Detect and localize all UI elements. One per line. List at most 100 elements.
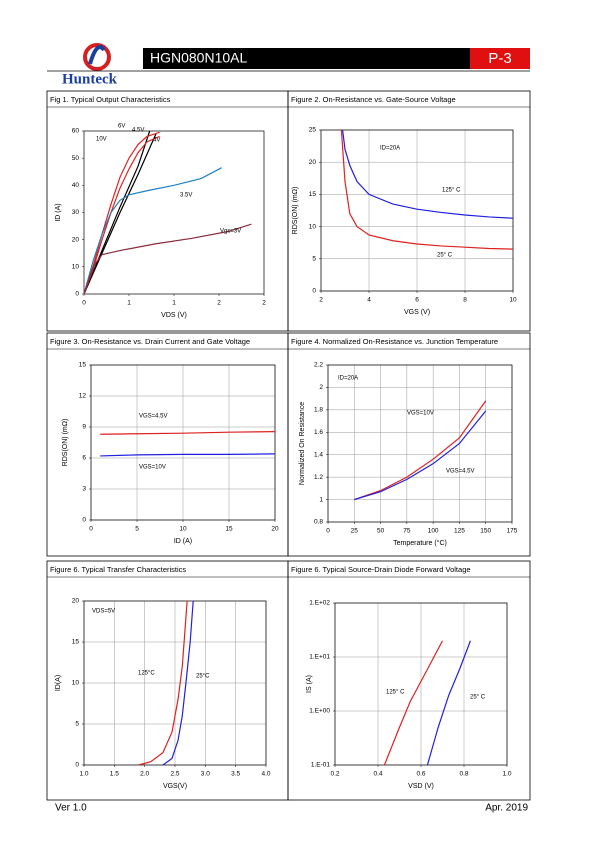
curve-label: 10V xyxy=(96,137,107,143)
x-tick-label: 25 xyxy=(351,528,359,535)
date: Apr. 2019 xyxy=(485,803,528,814)
y-tick-label: 1.2 xyxy=(314,474,323,481)
plot-frame xyxy=(83,130,265,295)
figure-title: Fig 1. Typical Output Characteristics xyxy=(50,95,171,104)
x-tick-label: 0.2 xyxy=(330,771,339,778)
y-tick-label: 2 xyxy=(319,384,323,391)
y-tick-label: 20 xyxy=(309,159,317,166)
y-tick-label: 30 xyxy=(72,209,80,216)
y-tick-label: 1.4 xyxy=(314,451,323,458)
logo-text: Hunteck xyxy=(62,71,118,87)
y-tick-label: 1.E-01 xyxy=(311,762,331,769)
curve-label: VGS=10V xyxy=(407,411,434,417)
panel xyxy=(287,332,531,557)
curve xyxy=(138,600,188,766)
x-tick-label: 0.6 xyxy=(416,771,425,778)
x-tick-label: 125 xyxy=(454,528,465,535)
x-axis-label: VGS (V) xyxy=(404,309,430,316)
x-tick-label: 150 xyxy=(480,528,491,535)
y-tick-label: 20 xyxy=(72,598,80,605)
x-tick-label: 10 xyxy=(179,526,187,533)
x-tick-label: 50 xyxy=(377,528,385,535)
curve xyxy=(426,640,472,766)
x-tick-label: 0 xyxy=(326,528,330,535)
y-tick-label: 0.8 xyxy=(314,519,323,526)
x-axis-label: VSD (V) xyxy=(408,783,434,790)
x-tick-label: 2 xyxy=(217,300,221,307)
x-tick-label: 100 xyxy=(428,528,439,535)
curve-label: 125° C xyxy=(442,188,461,194)
x-axis-label: VGS(V) xyxy=(163,783,187,790)
curve xyxy=(83,167,222,295)
curve-label: 125°C xyxy=(138,671,155,677)
curve-label: Vgs=3V xyxy=(220,229,241,235)
x-tick-label: 3.5 xyxy=(231,771,240,778)
y-tick-label: 20 xyxy=(72,236,80,243)
x-tick-label: 2.0 xyxy=(140,771,149,778)
annotation: VDS=5V xyxy=(92,609,115,615)
curve xyxy=(354,410,487,501)
y-tick-label: 2.2 xyxy=(314,362,323,369)
panel xyxy=(46,560,289,801)
panel xyxy=(287,560,531,801)
plot-frame xyxy=(334,602,508,766)
figure-title: Figure 2. On-Resistance vs. Gate-Source … xyxy=(291,95,456,104)
y-tick-label: 1 xyxy=(319,496,323,503)
curve-label: VGS=10V xyxy=(139,465,166,471)
y-tick-label: 0 xyxy=(312,288,316,295)
x-tick-label: 15 xyxy=(225,526,233,533)
curve xyxy=(383,640,444,766)
y-tick-label: 40 xyxy=(72,182,80,189)
curve xyxy=(83,130,151,295)
y-tick-label: 0 xyxy=(75,291,79,298)
logo-ring xyxy=(83,43,111,71)
x-axis-label: VDS (V) xyxy=(161,312,187,319)
x-tick-label: 4.0 xyxy=(261,771,270,778)
y-tick-label: 50 xyxy=(72,155,80,162)
logo-swoosh xyxy=(88,45,106,65)
y-tick-label: 3 xyxy=(82,486,86,493)
x-tick-label: 1.5 xyxy=(110,771,119,778)
curve-label: 125° C xyxy=(386,690,405,696)
header-bar xyxy=(143,48,470,69)
curve-label: 25°C xyxy=(196,674,210,680)
figure-title: Figure 4. Normalized On-Resistance vs. J… xyxy=(291,337,498,346)
curve-label: 3.5V xyxy=(180,193,192,199)
x-tick-label: 8 xyxy=(463,297,467,304)
x-tick-label: 0 xyxy=(89,526,93,533)
y-tick-label: 15 xyxy=(79,362,87,369)
x-tick-label: 1.0 xyxy=(79,771,88,778)
curve xyxy=(162,600,194,766)
curve xyxy=(342,129,514,219)
page-box xyxy=(470,48,530,69)
plot-frame xyxy=(320,129,514,292)
x-tick-label: 0.4 xyxy=(373,771,382,778)
x-tick-label: 10 xyxy=(509,297,517,304)
curve xyxy=(100,431,276,435)
curve-label: VGS=4.5V xyxy=(446,469,475,475)
curve-label: 25° C xyxy=(470,695,486,701)
x-tick-label: 5 xyxy=(135,526,139,533)
x-tick-label: 3.0 xyxy=(201,771,210,778)
y-tick-label: 6 xyxy=(82,455,86,462)
y-tick-label: 1.8 xyxy=(314,407,323,414)
x-tick-label: 2.5 xyxy=(170,771,179,778)
y-tick-label: 12 xyxy=(79,393,87,400)
y-tick-label: 10 xyxy=(309,223,317,230)
x-tick-label: 2 xyxy=(319,297,323,304)
x-tick-label: 1 xyxy=(127,300,131,307)
curve-label: 25° C xyxy=(437,253,453,259)
figure-title: Figure 6. Typical Source-Drain Diode For… xyxy=(291,565,471,574)
curve xyxy=(100,453,276,457)
version: Ver 1.0 xyxy=(55,803,87,814)
x-tick-label: 2 xyxy=(262,300,266,307)
x-tick-label: 20 xyxy=(271,526,279,533)
y-axis-label: RDS(ON) (mΩ) xyxy=(292,187,299,235)
y-axis-label: Normalized On Resistance xyxy=(299,402,306,485)
part-number: HGN080N10AL xyxy=(150,50,247,66)
logo: Hunteck xyxy=(62,43,118,87)
x-tick-label: 175 xyxy=(507,528,518,535)
plot-frame xyxy=(83,600,267,766)
